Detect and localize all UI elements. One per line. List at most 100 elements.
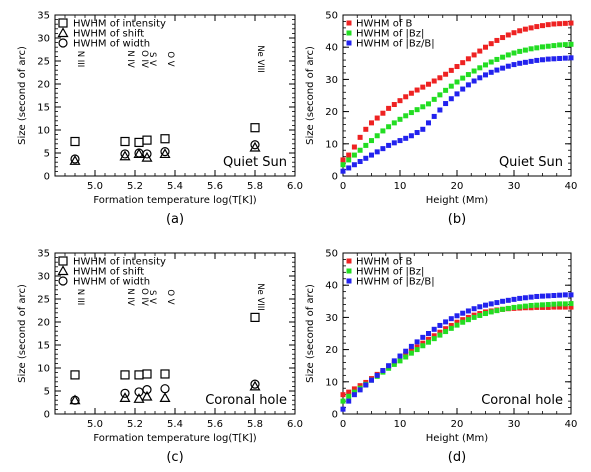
data-point (460, 86, 466, 92)
data-point (528, 302, 534, 308)
data-point (397, 138, 403, 144)
legend-marker-square (58, 18, 68, 28)
data-point (443, 87, 449, 93)
data-point-triangle (249, 141, 261, 152)
y-tick-label: 30 (325, 313, 338, 324)
y-tick-label: 15 (37, 341, 50, 352)
y-tick-label: 20 (37, 80, 50, 91)
data-point (557, 55, 563, 61)
data-point (511, 62, 517, 68)
data-point (505, 52, 511, 58)
data-point (460, 317, 466, 323)
data-point (477, 304, 483, 310)
data-point (386, 142, 392, 148)
y-tick-label: 40 (325, 281, 338, 292)
data-point (460, 310, 466, 316)
x-tick-label: 0 (340, 181, 346, 192)
data-point (471, 52, 477, 58)
y-axis-label: Size (second of arc) (305, 46, 316, 145)
data-point (448, 325, 454, 331)
data-point (431, 333, 437, 339)
legend-marker (346, 268, 352, 274)
data-point (522, 295, 528, 301)
data-point (562, 55, 568, 61)
data-point (386, 363, 392, 369)
data-point (414, 87, 420, 93)
data-point (426, 120, 431, 126)
data-point (528, 58, 534, 64)
data-point (420, 334, 426, 340)
ion-label: O V (165, 51, 175, 66)
y-tick-label: 15 (37, 103, 50, 114)
data-point (477, 75, 483, 81)
data-point (477, 48, 483, 54)
data-point (483, 311, 488, 317)
x-tick-label: 40 (565, 419, 578, 430)
data-point (426, 339, 431, 345)
data-point (351, 386, 357, 392)
data-point (500, 35, 506, 41)
data-point-square (160, 134, 170, 144)
data-point (448, 67, 454, 73)
data-point (562, 301, 568, 307)
data-point (369, 152, 374, 158)
ion-label: O IV (139, 50, 149, 68)
data-point-triangle (141, 390, 153, 401)
data-point (568, 292, 574, 298)
y-tick-label: 10 (37, 364, 50, 375)
data-point (374, 133, 380, 139)
y-tick-label: 10 (37, 126, 50, 137)
data-point (471, 78, 477, 84)
legend-label: HWHM of B (356, 257, 413, 268)
legend-marker (346, 40, 352, 46)
data-point (397, 353, 403, 359)
data-point (557, 21, 563, 27)
y-tick-label: 20 (325, 345, 338, 356)
data-point (517, 304, 523, 310)
data-point (528, 25, 534, 31)
data-point (340, 398, 346, 404)
data-point (494, 56, 500, 62)
data-point (448, 322, 454, 328)
panel-b: 0 10 20 30 40 0 10 20 30 40 50 Height (Mm) Size (sec… (305, 11, 577, 228)
x-tick-label: 5.8 (247, 181, 263, 192)
data-point-circle (160, 147, 170, 157)
data-point (346, 152, 352, 158)
data-point (454, 322, 460, 328)
legend-marker (346, 20, 352, 26)
data-point (471, 314, 477, 320)
data-point (545, 22, 551, 28)
data-point (374, 149, 380, 155)
data-point (346, 389, 352, 395)
data-point (363, 126, 369, 132)
data-point (391, 102, 397, 108)
data-point (517, 60, 523, 66)
legend-label: HWHM of B (356, 19, 413, 30)
x-tick-label: 5.6 (207, 181, 223, 192)
data-point (465, 317, 471, 323)
series-1 (340, 41, 574, 168)
ion-label: O V (165, 289, 175, 304)
data-point-triangle (69, 155, 81, 165)
series-square (70, 312, 260, 380)
data-point (346, 393, 352, 399)
y-tick-label: 40 (325, 43, 338, 54)
y-axis-label: Size (second of arc) (17, 46, 28, 145)
ion-label: S V (147, 52, 157, 66)
data-point (545, 56, 551, 62)
series-2 (340, 292, 574, 412)
data-point (488, 301, 494, 307)
data-point (414, 107, 420, 113)
panel-c: 5.0 5.2 5.4 5.6 5.8 6.0 0 5 10 15 20 25 30 35 Formatio… (17, 249, 303, 466)
panel-d: 0 10 20 30 40 0 10 20 30 40 50 Height (Mm) Size (sec… (305, 249, 577, 466)
data-point (437, 329, 443, 335)
data-point (403, 113, 409, 119)
ion-label: N III (75, 51, 85, 68)
data-point (357, 383, 363, 389)
data-point (534, 57, 540, 63)
data-point (551, 301, 557, 307)
data-point (357, 134, 363, 140)
data-point-circle (120, 149, 130, 159)
ion-label: Ne VIII (255, 283, 265, 311)
data-point (437, 75, 443, 81)
